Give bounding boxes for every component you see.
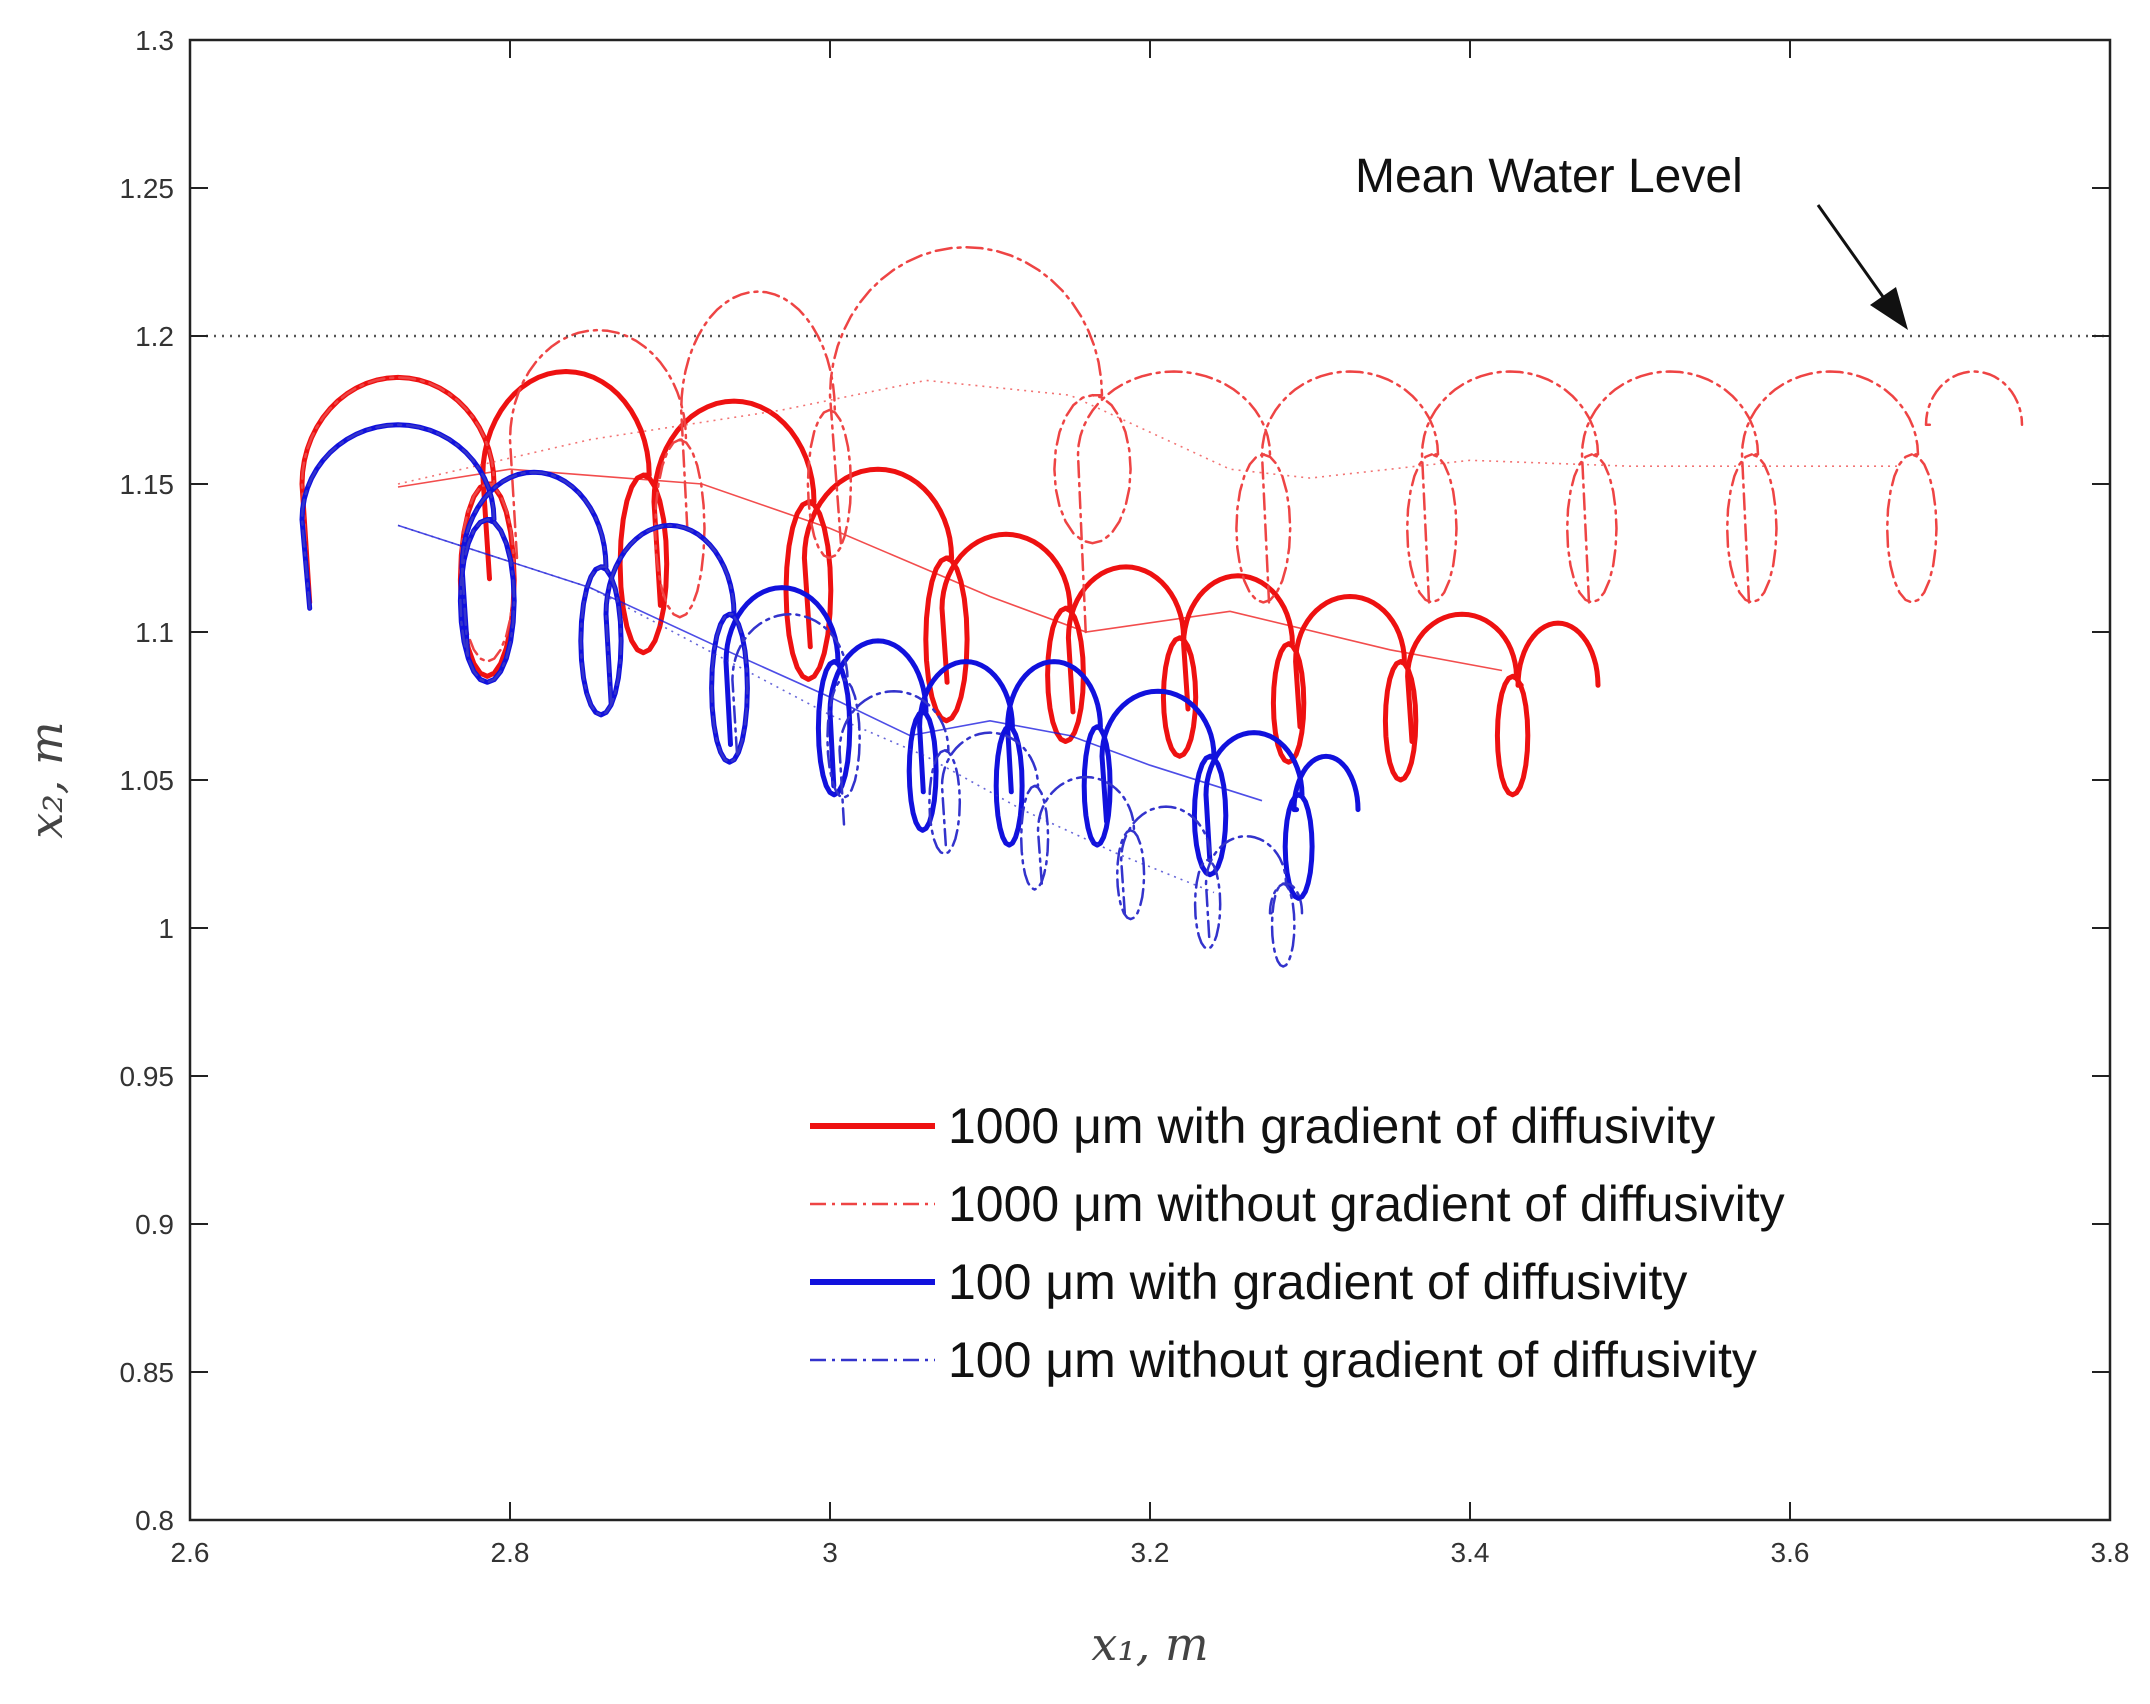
series-2-loop-9 xyxy=(1740,370,1938,604)
series-2-loop-7 xyxy=(1420,370,1618,604)
series-1-loop-4 xyxy=(801,466,970,724)
series-1-trend xyxy=(397,468,1503,672)
annotation: Mean Water Level xyxy=(1355,150,1908,330)
series-3-loop-4 xyxy=(723,585,853,798)
series-3-loop-7 xyxy=(1005,659,1113,848)
series-4-trend xyxy=(397,524,1215,894)
x-axis-title: x₁, m xyxy=(1091,1617,1208,1671)
series-4-loop-4 xyxy=(731,612,861,800)
x-tick-label-6: 3.8 xyxy=(2091,1537,2130,1568)
series-1-loop-2 xyxy=(480,369,670,656)
series-4-loop-2 xyxy=(460,470,623,717)
series-2-loop-10 xyxy=(1924,370,2024,427)
series-4-loop-3 xyxy=(604,524,749,764)
legend-label-4: 100 μm without gradient of diffusivity xyxy=(948,1332,1757,1388)
series-4 xyxy=(300,423,1304,968)
series-3-loop-10 xyxy=(1291,753,1361,813)
y-tick-label-6: 1.1 xyxy=(135,617,174,648)
y-tick-label-4: 1 xyxy=(158,913,174,944)
y-tick-label-3: 0.95 xyxy=(120,1061,175,1092)
series-3-loop-8 xyxy=(1099,688,1229,878)
legend-label-1: 1000 μm with gradient of diffusivity xyxy=(948,1098,1715,1154)
y-tick-label-2: 0.9 xyxy=(135,1209,174,1240)
legend-label-2: 1000 μm without gradient of diffusivity xyxy=(948,1176,1785,1232)
axis-ticks xyxy=(189,39,2111,1521)
series-4-loop-7 xyxy=(1036,775,1146,921)
series-4-loop-10 xyxy=(1268,882,1304,915)
series-2-loop-4 xyxy=(828,245,1132,545)
legend-label-3: 100 μm with gradient of diffusivity xyxy=(948,1254,1687,1310)
series-layer xyxy=(299,245,2024,968)
x-tick-label-4: 3.4 xyxy=(1451,1537,1490,1568)
series-4-loop-5 xyxy=(838,689,962,856)
axis-tick-labels: 2.6 2.8 3 3.2 3.4 3.6 3.8 0.8 0.85 0.9 0.95 1 1.05 1.… xyxy=(120,25,2130,1568)
series-1-loop-6 xyxy=(1065,564,1199,759)
series-1-loop-10 xyxy=(1515,620,1601,688)
x-tick-label-3: 3.2 xyxy=(1131,1537,1170,1568)
series-4-loop-6 xyxy=(940,731,1050,891)
series-1-loop-7 xyxy=(1181,573,1307,765)
y-tick-label-10: 1.3 xyxy=(135,25,174,56)
y-tick-label-7: 1.15 xyxy=(120,469,175,500)
series-2-loop-8 xyxy=(1580,370,1778,604)
y-tick-label-9: 1.25 xyxy=(120,173,175,204)
y-tick-label-8: 1.2 xyxy=(135,321,174,352)
x-tick-label-5: 3.6 xyxy=(1771,1537,1810,1568)
series-4-loop-9 xyxy=(1204,834,1296,968)
mean-water-level-arrowhead xyxy=(1870,287,1908,330)
x-tick-label-2: 3 xyxy=(822,1537,838,1568)
y-axis-title: x₂, m xyxy=(19,721,73,838)
mean-water-level-label: Mean Water Level xyxy=(1355,150,1743,203)
series-1-loop-5 xyxy=(939,531,1086,744)
legend: 1000 μm with gradient of diffusivity 100… xyxy=(810,1098,1785,1388)
y-tick-label-0: 0.8 xyxy=(135,1505,174,1536)
x-tick-label-1: 2.8 xyxy=(491,1537,530,1568)
series-2-loop-6 xyxy=(1260,370,1458,604)
y-tick-label-5: 1.05 xyxy=(120,765,175,796)
series-1-loop-9 xyxy=(1405,611,1531,798)
series-1-loop-8 xyxy=(1293,594,1419,783)
series-2-loop-2 xyxy=(508,328,706,619)
y-tick-label-1: 0.85 xyxy=(120,1357,175,1388)
x-tick-label-0: 2.6 xyxy=(171,1537,210,1568)
series-4-loop-8 xyxy=(1119,805,1222,950)
series-2-loop-5 xyxy=(1076,370,1292,634)
series-2-loop-3 xyxy=(679,290,853,560)
series-3-loop-1 xyxy=(299,422,517,685)
